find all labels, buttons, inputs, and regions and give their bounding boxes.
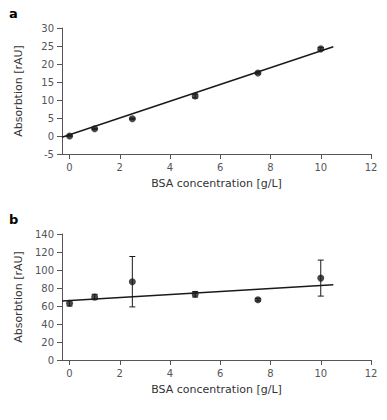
svg-text:4: 4 <box>167 162 173 173</box>
svg-text:10: 10 <box>314 162 327 173</box>
svg-text:40: 40 <box>41 319 54 330</box>
svg-text:2: 2 <box>117 162 123 173</box>
svg-text:BSA concentration [g/L]: BSA concentration [g/L] <box>151 383 282 396</box>
svg-text:Absorbtion [rAU]: Absorbtion [rAU] <box>12 45 25 137</box>
svg-text:0: 0 <box>48 131 54 142</box>
svg-text:a: a <box>9 6 18 21</box>
svg-text:20: 20 <box>41 337 54 348</box>
svg-text:-5: -5 <box>44 149 54 160</box>
svg-text:8: 8 <box>267 162 273 173</box>
svg-text:8: 8 <box>267 368 273 379</box>
svg-text:12: 12 <box>365 162 378 173</box>
svg-text:0: 0 <box>66 368 72 379</box>
svg-text:12: 12 <box>365 368 378 379</box>
svg-text:6: 6 <box>217 162 223 173</box>
svg-text:Absorbtion [rAU]: Absorbtion [rAU] <box>12 251 25 343</box>
svg-text:25: 25 <box>41 41 54 52</box>
svg-text:120: 120 <box>35 247 54 258</box>
svg-text:0: 0 <box>48 355 54 366</box>
svg-text:140: 140 <box>35 229 54 240</box>
svg-text:2: 2 <box>117 368 123 379</box>
svg-text:60: 60 <box>41 301 54 312</box>
svg-text:5: 5 <box>48 113 54 124</box>
svg-text:100: 100 <box>35 265 54 276</box>
svg-text:BSA concentration [g/L]: BSA concentration [g/L] <box>151 177 282 190</box>
svg-text:20: 20 <box>41 59 54 70</box>
svg-text:10: 10 <box>314 368 327 379</box>
svg-text:0: 0 <box>66 162 72 173</box>
svg-text:b: b <box>9 212 18 227</box>
svg-text:80: 80 <box>41 283 54 294</box>
svg-text:15: 15 <box>41 77 54 88</box>
svg-text:30: 30 <box>41 23 54 34</box>
svg-text:6: 6 <box>217 368 223 379</box>
svg-text:4: 4 <box>167 368 173 379</box>
svg-text:10: 10 <box>41 95 54 106</box>
